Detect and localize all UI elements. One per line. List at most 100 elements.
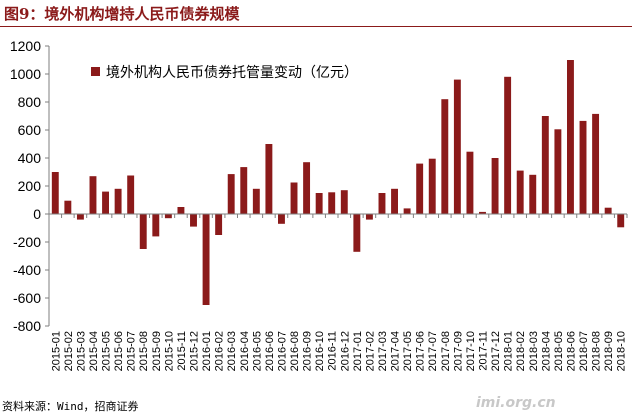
bar bbox=[504, 76, 512, 214]
x-tick-label: 2017-12 bbox=[490, 331, 502, 371]
bar bbox=[190, 214, 197, 227]
x-tick-label: 2017-03 bbox=[377, 331, 389, 371]
x-tick-label: 2018-10 bbox=[616, 331, 628, 371]
bar bbox=[89, 176, 97, 214]
x-tick-label: 2016-04 bbox=[239, 331, 251, 371]
bar bbox=[378, 193, 386, 214]
y-tick-label: 600 bbox=[18, 122, 42, 138]
bar bbox=[227, 174, 235, 214]
y-tick-label: 400 bbox=[18, 150, 42, 166]
bar bbox=[340, 190, 348, 214]
bar bbox=[164, 214, 172, 219]
x-tick-label: 2016-08 bbox=[289, 331, 301, 371]
bar bbox=[290, 182, 298, 214]
header-divider bbox=[0, 26, 632, 27]
bar bbox=[453, 79, 461, 214]
bar bbox=[252, 188, 260, 214]
x-tick-label: 2016-03 bbox=[226, 331, 238, 371]
legend-swatch bbox=[91, 67, 100, 76]
bar bbox=[403, 208, 411, 214]
x-tick-label: 2015-08 bbox=[138, 331, 150, 371]
x-tick-label: 2017-04 bbox=[390, 331, 402, 371]
x-tick-label: 2018-05 bbox=[553, 331, 565, 371]
x-tick-label: 2017-07 bbox=[427, 331, 439, 371]
bar bbox=[529, 174, 537, 214]
bar bbox=[617, 214, 625, 228]
bar bbox=[315, 193, 323, 214]
bar bbox=[240, 167, 248, 214]
watermark-text: imi.org.cn bbox=[476, 395, 556, 411]
figure-title: 图9：境外机构增持人民币债券规模 bbox=[4, 4, 240, 23]
bar bbox=[541, 116, 549, 214]
bar bbox=[328, 192, 336, 214]
bar bbox=[102, 191, 109, 214]
bar bbox=[64, 200, 72, 214]
x-tick-label: 2017-10 bbox=[465, 331, 477, 371]
x-tick-label: 2016-01 bbox=[201, 331, 213, 371]
bar bbox=[491, 158, 499, 214]
x-tick-label: 2017-02 bbox=[364, 331, 376, 371]
x-tick-label: 2017-11 bbox=[478, 331, 490, 371]
x-tick-label: 2015-06 bbox=[113, 331, 125, 371]
x-tick-label: 2017-08 bbox=[440, 331, 452, 371]
bar bbox=[428, 158, 436, 214]
bar bbox=[592, 113, 600, 214]
x-tick-label: 2018-02 bbox=[515, 331, 527, 371]
x-tick-label: 2018-08 bbox=[591, 331, 603, 371]
y-tick-label: -200 bbox=[13, 234, 41, 250]
bar bbox=[127, 175, 135, 214]
x-tick-label: 2016-09 bbox=[302, 331, 314, 371]
x-tick-label: 2017-05 bbox=[402, 331, 414, 371]
x-tick-label: 2018-01 bbox=[503, 331, 515, 371]
x-tick-label: 2017-06 bbox=[415, 331, 427, 371]
y-tick-label: -400 bbox=[13, 262, 41, 278]
x-tick-label: 2015-12 bbox=[189, 331, 201, 371]
x-tick-label: 2016-07 bbox=[276, 331, 288, 371]
bar bbox=[466, 151, 474, 214]
bar bbox=[114, 188, 122, 214]
x-tick-label: 2018-04 bbox=[540, 331, 552, 371]
legend-label: 境外机构人民币债券托管量变动（亿元） bbox=[106, 65, 358, 81]
figure-header: 图9：境外机构增持人民币债券规模 bbox=[0, 0, 632, 26]
y-tick-label: -600 bbox=[13, 290, 41, 306]
x-tick-label: 2018-07 bbox=[578, 331, 590, 371]
x-tick-label: 2016-12 bbox=[339, 331, 351, 371]
bar bbox=[177, 207, 185, 214]
bar bbox=[303, 162, 311, 214]
x-tick-label: 2015-03 bbox=[75, 331, 87, 371]
bar bbox=[579, 120, 587, 214]
x-tick-label: 2015-04 bbox=[88, 331, 100, 371]
bar bbox=[278, 214, 285, 224]
y-tick-label: 0 bbox=[33, 206, 41, 222]
x-tick-label: 2015-10 bbox=[163, 331, 175, 371]
bar bbox=[152, 214, 160, 237]
bar bbox=[604, 207, 612, 214]
bar bbox=[215, 214, 223, 235]
bar bbox=[516, 170, 524, 214]
x-tick-label: 2016-11 bbox=[327, 331, 339, 371]
bar bbox=[391, 188, 398, 214]
x-tick-label: 2018-06 bbox=[565, 331, 577, 371]
bar bbox=[567, 60, 574, 214]
bar bbox=[353, 214, 361, 252]
y-tick-label: 200 bbox=[18, 178, 42, 194]
x-tick-label: 2015-01 bbox=[50, 331, 62, 371]
x-tick-label: 2015-02 bbox=[63, 331, 75, 371]
bar bbox=[76, 214, 84, 220]
x-tick-label: 2015-07 bbox=[126, 331, 138, 371]
bar bbox=[265, 144, 273, 214]
x-tick-label: 2018-09 bbox=[603, 331, 615, 371]
bar bbox=[365, 214, 373, 220]
bar bbox=[441, 99, 449, 214]
bar bbox=[479, 211, 486, 214]
bar bbox=[51, 172, 59, 214]
x-tick-label: 2016-02 bbox=[214, 331, 226, 371]
x-tick-label: 2015-09 bbox=[151, 331, 163, 371]
y-tick-label: 1000 bbox=[10, 66, 41, 82]
y-tick-label: -800 bbox=[13, 318, 41, 334]
bar-chart: -800 -600 -400 -200 0 200 400 600 800 1000 1200 201… bbox=[10, 38, 628, 371]
x-tick-label: 2016-06 bbox=[264, 331, 276, 371]
x-tick-label: 2017-01 bbox=[352, 331, 364, 371]
x-tick-label: 2015-11 bbox=[176, 331, 188, 371]
y-tick-label: 1200 bbox=[10, 38, 41, 54]
